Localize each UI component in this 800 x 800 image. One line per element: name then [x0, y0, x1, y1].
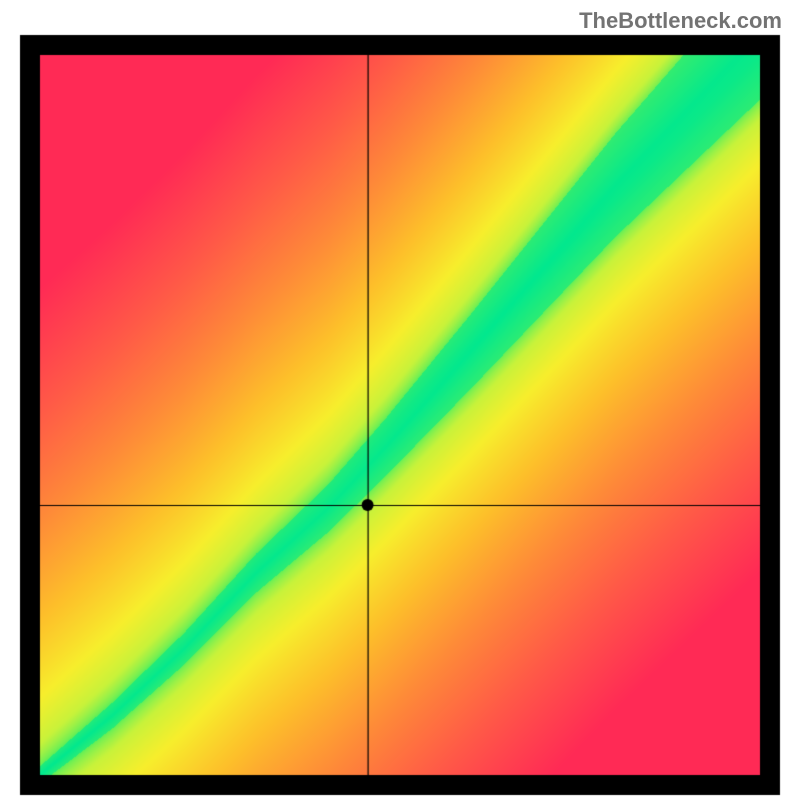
chart-container: TheBottleneck.com — [0, 0, 800, 800]
heatmap-canvas — [0, 0, 800, 800]
watermark-text: TheBottleneck.com — [579, 8, 782, 34]
